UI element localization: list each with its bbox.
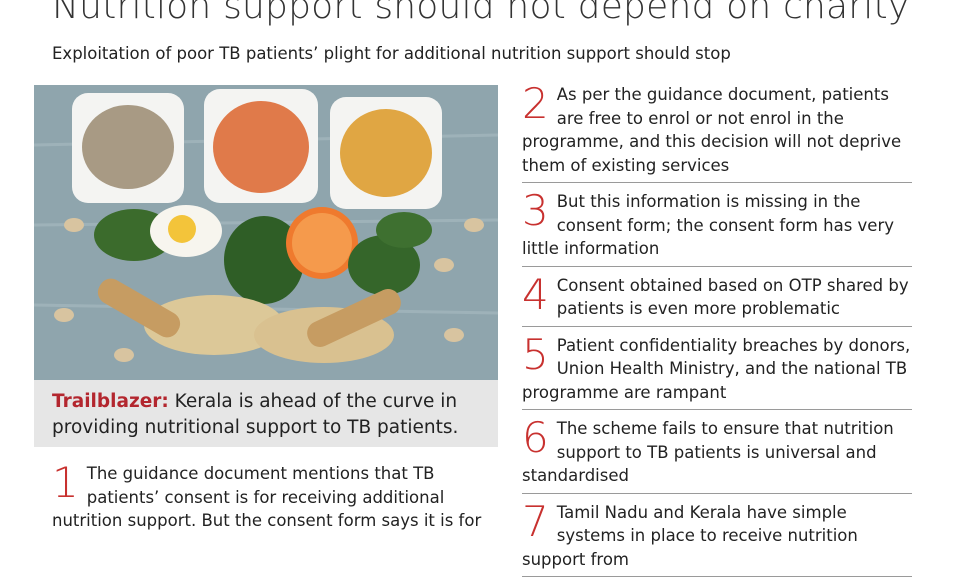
point: 4 Consent obtained based on OTP shared by… — [522, 269, 912, 327]
point-text: The guidance document mentions that TB p… — [52, 464, 482, 530]
point-number: 5 — [522, 329, 549, 379]
caption-text: Kerala is ahead of the curve in providin… — [52, 391, 459, 438]
point: 3 But this information is missing in the … — [522, 190, 912, 267]
food-photo — [34, 85, 498, 380]
point-text: Tamil Nadu and Kerala have simple system… — [522, 502, 858, 569]
point-number: 4 — [522, 269, 549, 319]
point-text: The scheme fails to ensure that nutritio… — [522, 419, 894, 485]
points-list: 2 As per the guidance document, patients … — [522, 83, 912, 584]
point-text: Consent obtained based on OTP shared by … — [556, 275, 909, 319]
point-text: But this information is missing in the c… — [522, 192, 895, 258]
point-number: 6 — [522, 413, 549, 462]
photo-caption: Trailblazer: Kerala is ahead of the curv… — [34, 380, 498, 447]
headline: Nutrition support should not depend on c… — [52, 0, 910, 27]
subheadline: Exploitation of poor TB patients’ plight… — [52, 44, 731, 63]
point-number: 3 — [522, 186, 549, 235]
point: 5 Patient confidentiality breaches by don… — [522, 329, 912, 410]
point: 7 Tamil Nadu and Kerala have simple syste… — [522, 496, 912, 577]
point-text: As per the guidance document, patients a… — [522, 85, 902, 175]
point-number: 1 — [52, 458, 79, 507]
point-number: 7 — [522, 496, 549, 546]
point-number: 2 — [522, 79, 549, 128]
point: 6 The scheme fails to ensure that nutriti… — [522, 417, 912, 494]
point: 2 As per the guidance document, patients … — [522, 83, 912, 183]
page: {"header": {"title": "Nutrition support … — [34, 0, 912, 577]
caption-label: Trailblazer: — [52, 391, 169, 412]
point: 1 The guidance document mentions that TB … — [52, 462, 482, 533]
point-text: Patient confidentiality breaches by dono… — [522, 335, 911, 402]
